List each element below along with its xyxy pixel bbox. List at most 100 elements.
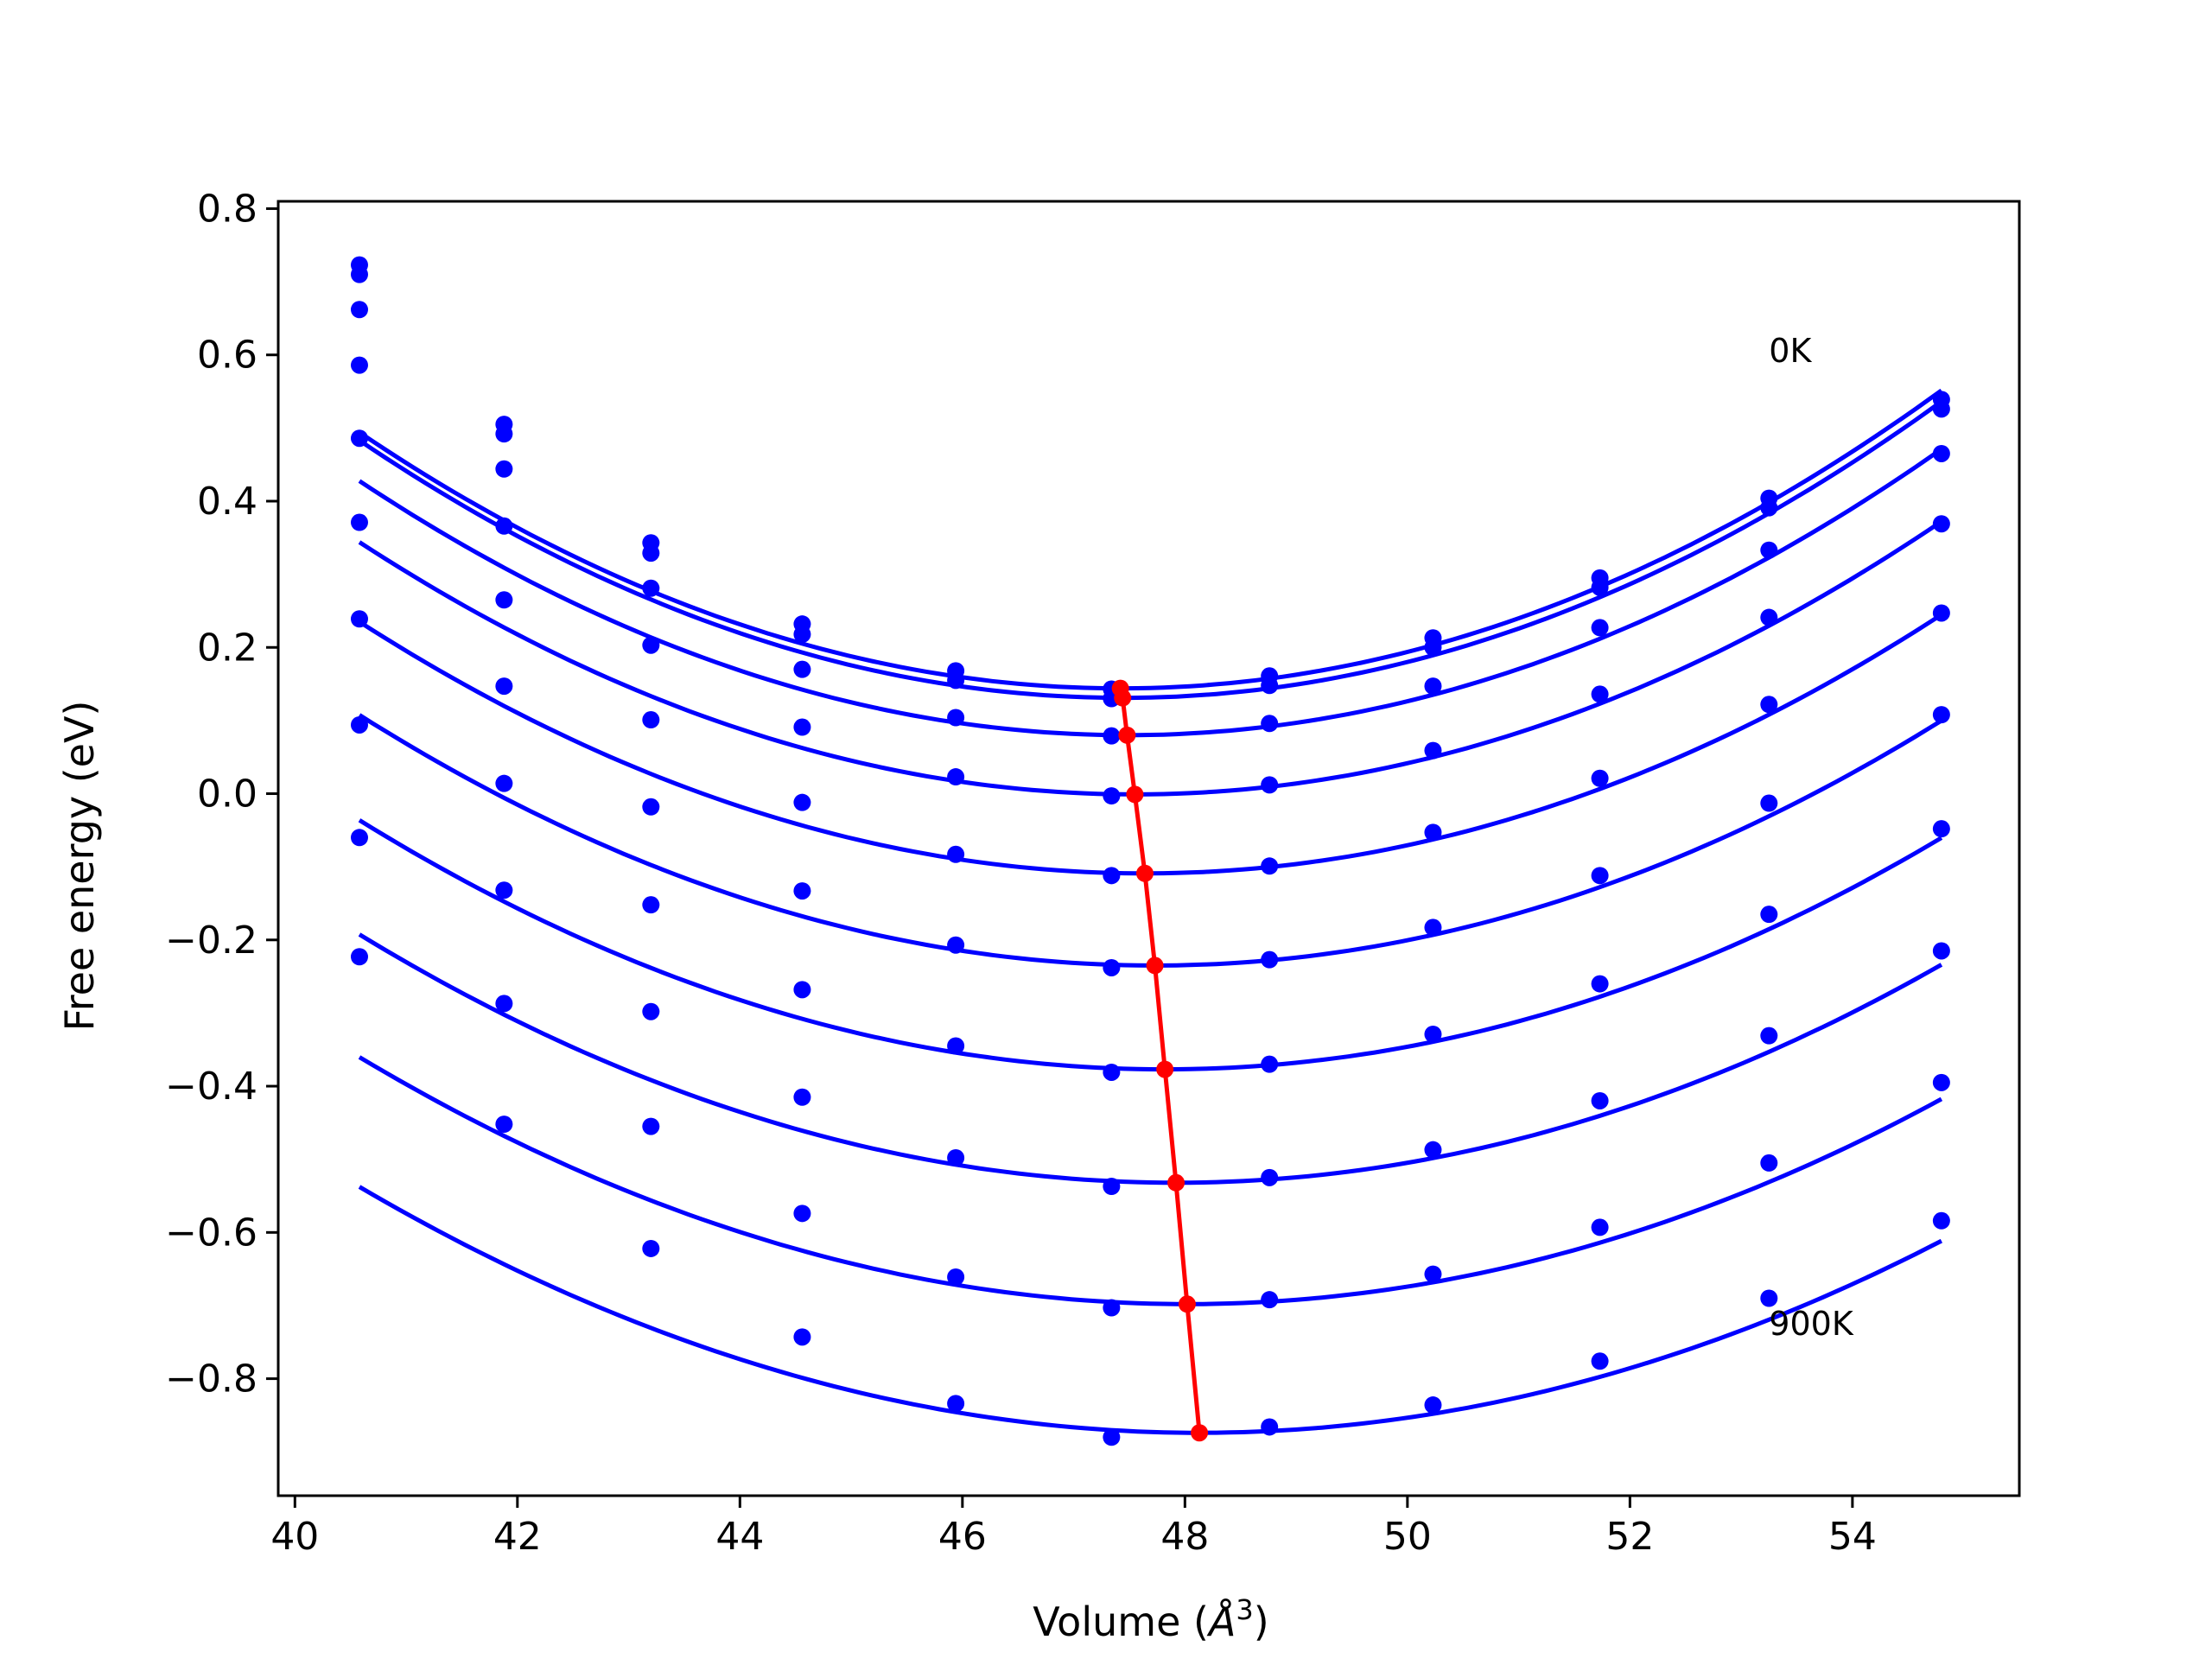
- data-point-500K: [1932, 706, 1950, 724]
- minimum-point: [1156, 1060, 1174, 1078]
- x-tick-label: 52: [1605, 1515, 1654, 1559]
- data-point-500K: [495, 677, 513, 696]
- x-tick-label: 50: [1383, 1515, 1432, 1559]
- data-point-900K: [1103, 1428, 1121, 1446]
- x-axis-label-exponent: 3: [1236, 1593, 1253, 1626]
- minimum-line-group: [1111, 679, 1209, 1442]
- data-point-400K: [1103, 867, 1121, 885]
- data-point-500K: [350, 513, 368, 531]
- data-point-100K: [495, 425, 513, 443]
- data-point-600K: [495, 774, 513, 792]
- data-point-200K: [1261, 715, 1279, 733]
- data-point-400K: [1261, 857, 1279, 875]
- y-tick-label: 0.4: [197, 480, 257, 524]
- minimum-point: [1146, 957, 1164, 975]
- data-point-400K: [1424, 823, 1442, 842]
- minimum-point: [1135, 864, 1154, 882]
- y-tick-label: −0.2: [165, 918, 257, 963]
- x-axis-label-unit: Å: [1206, 1599, 1236, 1645]
- data-point-800K: [495, 995, 513, 1013]
- data-point-800K: [1932, 1073, 1950, 1091]
- data-point-700K: [1591, 1091, 1609, 1109]
- data-point-400K: [495, 591, 513, 609]
- data-point-800K: [642, 1117, 660, 1135]
- data-point-200K: [350, 301, 368, 319]
- data-point-200K: [1760, 541, 1778, 559]
- data-point-200K: [495, 460, 513, 478]
- fit-curve-300K: [358, 519, 1943, 797]
- axes-frame: [276, 200, 2021, 1497]
- data-point-800K: [1591, 1218, 1609, 1236]
- data-point-400K: [793, 793, 811, 811]
- data-point-900K: [947, 1395, 965, 1413]
- data-point-500K: [793, 882, 811, 900]
- data-point-100K: [793, 626, 811, 644]
- data-points: [350, 256, 1950, 1446]
- data-point-200K: [642, 579, 660, 597]
- data-point-700K: [1103, 1178, 1121, 1196]
- x-tick-label: 48: [1160, 1515, 1209, 1559]
- data-point-300K: [1103, 787, 1121, 805]
- data-point-100K: [947, 671, 965, 690]
- minimum-point: [1118, 726, 1136, 744]
- fit-curve-100K: [358, 399, 1943, 701]
- data-point-500K: [1760, 794, 1778, 812]
- annotation-label: 900K: [1769, 1305, 1854, 1343]
- data-point-100K: [350, 265, 368, 283]
- data-point-100K: [1760, 499, 1778, 517]
- data-point-400K: [947, 845, 965, 863]
- data-point-400K: [642, 711, 660, 729]
- x-axis-label-close: ): [1254, 1599, 1269, 1645]
- data-point-800K: [1103, 1299, 1121, 1317]
- data-point-200K: [793, 660, 811, 678]
- data-point-400K: [1591, 769, 1609, 787]
- data-point-800K: [793, 1205, 811, 1223]
- data-point-600K: [1591, 975, 1609, 993]
- data-point-200K: [1424, 677, 1442, 696]
- data-point-100K: [1932, 400, 1950, 418]
- fit-curve-800K: [358, 1055, 1943, 1306]
- annotation-label: 0K: [1769, 332, 1812, 370]
- data-point-900K: [1760, 1289, 1778, 1307]
- data-point-200K: [1103, 727, 1121, 745]
- x-tick-label: 54: [1828, 1515, 1877, 1559]
- annotations: 0K 900K: [1769, 332, 1854, 1343]
- data-point-500K: [1261, 950, 1279, 969]
- data-point-300K: [1261, 776, 1279, 794]
- data-point-300K: [1760, 608, 1778, 626]
- data-point-700K: [495, 881, 513, 899]
- data-point-900K: [642, 1239, 660, 1257]
- data-point-900K: [350, 948, 368, 966]
- data-point-800K: [947, 1268, 965, 1286]
- fit-curve-600K: [358, 818, 1943, 1072]
- y-tick-label: 0.0: [197, 772, 257, 817]
- data-point-300K: [947, 768, 965, 786]
- data-point-900K: [1424, 1396, 1442, 1414]
- y-tick-label: −0.8: [165, 1357, 257, 1402]
- data-point-600K: [1932, 820, 1950, 838]
- data-point-900K: [1261, 1418, 1279, 1436]
- data-point-900K: [1932, 1211, 1950, 1230]
- minimum-point: [1126, 785, 1144, 804]
- data-point-900K: [793, 1328, 811, 1346]
- data-point-500K: [642, 798, 660, 816]
- data-point-800K: [1261, 1291, 1279, 1309]
- data-point-300K: [1424, 741, 1442, 760]
- data-point-700K: [1261, 1168, 1279, 1186]
- x-axis-label-text: Volume (: [1033, 1599, 1209, 1645]
- data-point-700K: [793, 1088, 811, 1106]
- data-point-600K: [1103, 1063, 1121, 1081]
- data-point-800K: [1760, 1154, 1778, 1172]
- fit-curve-700K: [358, 932, 1943, 1185]
- data-point-400K: [1760, 696, 1778, 714]
- minimum-point: [1167, 1173, 1185, 1192]
- data-point-700K: [947, 1148, 965, 1166]
- fit-curve-200K: [358, 447, 1943, 738]
- data-point-100K: [1261, 677, 1279, 695]
- data-point-500K: [1103, 958, 1121, 976]
- data-point-800K: [350, 829, 368, 847]
- y-tick-label: 0.8: [197, 187, 257, 231]
